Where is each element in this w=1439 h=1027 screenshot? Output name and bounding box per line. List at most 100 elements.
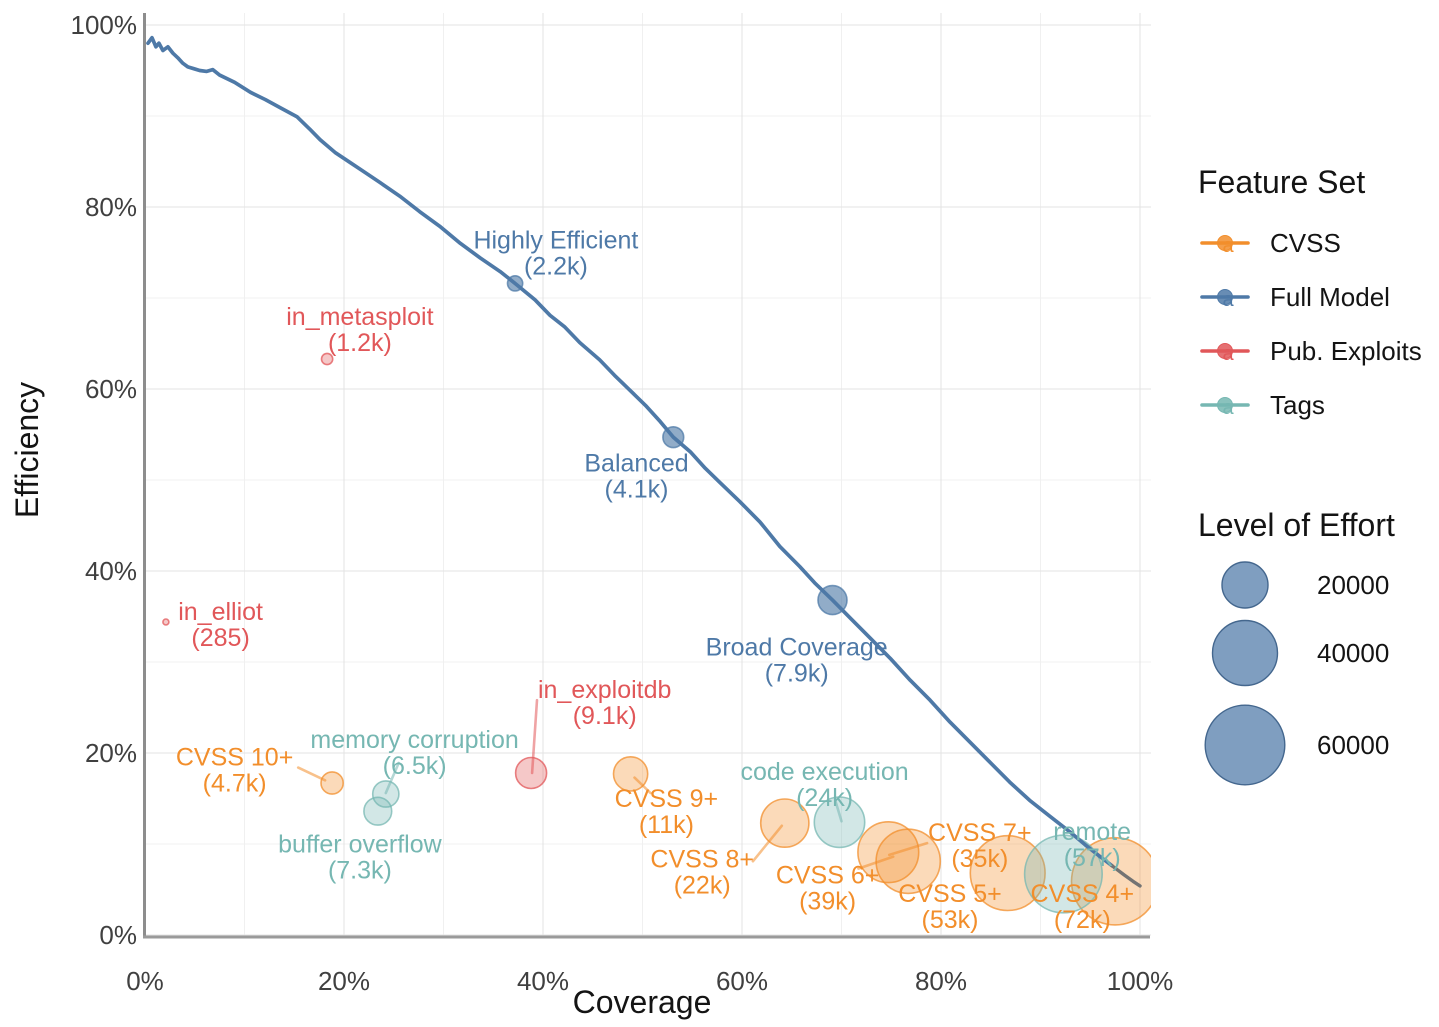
effort-key-circle-40000 (1211, 619, 1279, 687)
effort-item-label-20000: 20000 (1317, 570, 1389, 600)
bubble-buffer-overflow (363, 796, 393, 826)
legend-key-a-glyph-full-model: a (1222, 289, 1234, 311)
legend-item-tags: a Tags (1200, 390, 1325, 420)
annotation-value-cvss-8: (22k) (674, 871, 731, 899)
bubble-in-elliot (162, 618, 170, 626)
full-model-frontier-line (146, 35, 1114, 868)
effort-key-circle-60000 (1204, 704, 1286, 786)
effort-item-label-60000: 60000 (1317, 730, 1389, 760)
annotation-name-in-metasploit: in_metasploit (286, 303, 433, 331)
annotation-value-in-exploitdb: (9.1k) (573, 702, 637, 730)
annotation-value-code-execution: (24k) (796, 784, 853, 812)
annotation-name-cvss-6: CVSS 6+ (776, 862, 880, 890)
annotation-value-balanced: (4.1k) (605, 476, 669, 504)
annotation-value-cvss-4: (72k) (1054, 906, 1111, 934)
legend-item-full-model: a Full Model (1200, 282, 1390, 312)
leader-cvss-8 (751, 824, 784, 863)
bubble-cvss-10 (320, 771, 345, 795)
annotation-value-memory-corruption: (6.5k) (383, 752, 447, 780)
legend-item-cvss: a CVSS (1200, 228, 1341, 258)
legend-key-dot-cvss (1217, 235, 1233, 251)
leader-cvss-10 (296, 766, 327, 782)
effort-key-circle-20000 (1221, 561, 1269, 609)
legend-item-label-cvss: CVSS (1270, 228, 1341, 258)
leader-code-execution (834, 799, 843, 823)
effort-legend-item-60000: 60000 (1204, 704, 1389, 786)
frontier-line-tail (1110, 864, 1142, 888)
x-tick-label-0: 0% (126, 966, 164, 996)
y-tick-label-0: 0% (99, 920, 137, 950)
x-tick-label-60: 60% (716, 966, 768, 996)
legend-key-a-glyph-tags: a (1222, 397, 1234, 419)
annotation-name-cvss-7: CVSS 7+ (928, 819, 1032, 847)
axis-tick-labels: 0% 20% 40% 60% 80% 100% 0% 20% 40% 60% 80% 100% (71, 10, 1174, 996)
y-tick-label-20: 20% (85, 738, 137, 768)
frontier-curve-layer (146, 35, 1142, 888)
legend-item-label-tags: Tags (1270, 390, 1325, 420)
legend: Feature Set a CVSS a Full Model a Pub. Exploi… (1198, 164, 1422, 786)
annotation-name-balanced: Balanced (584, 450, 688, 478)
bubble-remote (1023, 834, 1103, 914)
feature-set-legend-title: Feature Set (1198, 164, 1365, 200)
annotation-value-cvss-7: (35k) (951, 845, 1008, 873)
effort-legend-title: Level of Effort (1198, 507, 1395, 543)
x-axis-title: Coverage (573, 984, 712, 1020)
bubble-cvss-5 (969, 834, 1046, 912)
x-tick-label-20: 20% (318, 966, 370, 996)
leader-in-exploitdb (530, 698, 539, 775)
effort-legend-item-20000: 20000 (1221, 561, 1389, 609)
annotation-name-code-execution: code execution (741, 758, 909, 786)
annotation-name-cvss-9: CVSS 9+ (615, 785, 719, 813)
y-tick-label-60: 60% (85, 374, 137, 404)
annotation-name-cvss-4: CVSS 4+ (1031, 880, 1135, 908)
annotation-name-cvss-8: CVSS 8+ (650, 845, 754, 873)
annotation-name-highly-efficient: Highly Efficient (473, 227, 638, 255)
legend-key-a-glyph-cvss: a (1222, 235, 1234, 257)
bubble-in-metasploit (320, 352, 334, 366)
effort-item-label-40000: 40000 (1317, 638, 1389, 668)
legend-key-a-glyph-pub-exploits: a (1222, 343, 1234, 365)
legend-item-pub-exploits: a Pub. Exploits (1200, 336, 1422, 366)
annotation-value-highly-efficient: (2.2k) (524, 253, 588, 281)
annotation-name-cvss-5: CVSS 5+ (898, 880, 1002, 908)
bubble-cvss-7 (857, 820, 920, 884)
legend-key-dot-pub-exploits (1217, 343, 1233, 359)
leader-cvss-7 (887, 841, 929, 857)
feature-set-legend-items: a CVSS a Full Model a Pub. Exploits a Tags (1200, 228, 1422, 420)
annotation-value-in-elliot: (285) (191, 624, 249, 652)
gridlines-minor (143, 13, 1151, 936)
annotation-value-cvss-5: (53k) (922, 906, 979, 934)
leader-cvss-6 (857, 855, 895, 870)
annotation-name-cvss-10: CVSS 10+ (176, 743, 293, 771)
annotation-name-buffer-overflow: buffer overflow (278, 831, 442, 859)
annotation-name-in-exploitdb: in_exploitdb (538, 676, 671, 704)
x-tick-label-80: 80% (915, 966, 967, 996)
bubble-code-execution (813, 796, 866, 849)
label-leader-lines (296, 698, 929, 870)
leader-memory-corruption (384, 761, 401, 795)
y-axis-title: Efficiency (9, 382, 45, 518)
annotation-name-in-elliot: in_elliot (178, 598, 263, 626)
effort-legend-item-40000: 40000 (1211, 619, 1389, 687)
legend-key-dot-full-model (1217, 289, 1233, 305)
legend-item-label-full-model: Full Model (1270, 282, 1390, 312)
annotation-value-in-metasploit: (1.2k) (328, 329, 392, 357)
x-tick-label-40: 40% (517, 966, 569, 996)
x-tick-label-100: 100% (1107, 966, 1174, 996)
axis-lines (143, 13, 1150, 939)
annotation-value-cvss-9: (11k) (639, 811, 694, 839)
effort-legend-items: 20000 40000 60000 (1204, 561, 1389, 786)
annotation-name-memory-corruption: memory corruption (310, 726, 518, 754)
legend-key-dot-tags (1217, 397, 1233, 413)
legend-item-label-pub-exploits: Pub. Exploits (1270, 336, 1422, 366)
annotation-value-buffer-overflow: (7.3k) (328, 857, 392, 885)
annotation-value-cvss-10: (4.7k) (203, 769, 267, 797)
y-tick-label-80: 80% (85, 192, 137, 222)
bubble-cvss-4 (1070, 836, 1151, 926)
annotation-value-cvss-6: (39k) (799, 888, 856, 916)
leader-cvss-9 (633, 776, 652, 795)
point-annotations: CVSS 10+(4.7k) CVSS 9+(11k) CVSS 8+(22k) CV… (176, 227, 1134, 934)
annotation-name-broad-coverage: Broad Coverage (706, 633, 888, 661)
